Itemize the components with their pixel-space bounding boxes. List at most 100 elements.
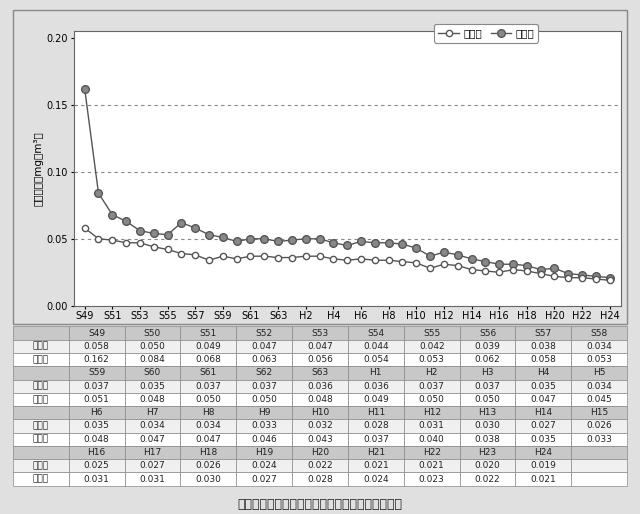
Text: 0.033: 0.033 bbox=[252, 421, 277, 431]
Text: 0.037: 0.037 bbox=[419, 381, 445, 391]
Text: 0.039: 0.039 bbox=[475, 342, 500, 351]
Text: H7: H7 bbox=[146, 408, 159, 417]
Text: 0.050: 0.050 bbox=[475, 395, 500, 404]
Text: H6: H6 bbox=[90, 408, 103, 417]
Text: 0.027: 0.027 bbox=[252, 474, 277, 484]
Text: 0.021: 0.021 bbox=[531, 474, 556, 484]
Text: 一般局: 一般局 bbox=[33, 381, 49, 391]
Text: 0.049: 0.049 bbox=[195, 342, 221, 351]
Text: H11: H11 bbox=[367, 408, 385, 417]
Text: 0.058: 0.058 bbox=[84, 342, 109, 351]
Text: 0.020: 0.020 bbox=[475, 461, 500, 470]
Text: 自排局: 自排局 bbox=[33, 355, 49, 364]
Text: H4: H4 bbox=[537, 369, 550, 377]
Text: 0.035: 0.035 bbox=[531, 435, 556, 444]
Text: 0.036: 0.036 bbox=[363, 381, 388, 391]
Text: H8: H8 bbox=[202, 408, 214, 417]
Text: 一般局: 一般局 bbox=[33, 342, 49, 351]
Text: 0.037: 0.037 bbox=[195, 381, 221, 391]
Text: 0.162: 0.162 bbox=[84, 355, 109, 364]
Text: 一般局: 一般局 bbox=[33, 421, 49, 431]
Text: 0.034: 0.034 bbox=[140, 421, 165, 431]
Text: S54: S54 bbox=[367, 328, 385, 338]
Text: 0.053: 0.053 bbox=[586, 355, 612, 364]
Text: 0.024: 0.024 bbox=[363, 474, 388, 484]
Text: 0.047: 0.047 bbox=[531, 395, 556, 404]
Text: 0.068: 0.068 bbox=[195, 355, 221, 364]
Text: 0.050: 0.050 bbox=[195, 395, 221, 404]
Text: 0.032: 0.032 bbox=[307, 421, 333, 431]
Text: H15: H15 bbox=[590, 408, 609, 417]
Text: 0.027: 0.027 bbox=[531, 421, 556, 431]
Text: 0.051: 0.051 bbox=[84, 395, 109, 404]
Text: 0.047: 0.047 bbox=[140, 435, 165, 444]
Text: 0.036: 0.036 bbox=[307, 381, 333, 391]
Text: 0.021: 0.021 bbox=[419, 461, 445, 470]
Text: 0.024: 0.024 bbox=[252, 461, 277, 470]
Text: 0.048: 0.048 bbox=[307, 395, 333, 404]
Text: H2: H2 bbox=[426, 369, 438, 377]
Text: 0.021: 0.021 bbox=[363, 461, 388, 470]
Legend: 一般局, 自排局: 一般局, 自排局 bbox=[435, 24, 538, 43]
Text: 図２－４　浮遊粒子状物質濃度の年平均値の推移: 図２－４ 浮遊粒子状物質濃度の年平均値の推移 bbox=[237, 498, 403, 511]
Text: 0.050: 0.050 bbox=[252, 395, 277, 404]
Text: 0.047: 0.047 bbox=[195, 435, 221, 444]
Text: S50: S50 bbox=[144, 328, 161, 338]
Text: S60: S60 bbox=[144, 369, 161, 377]
Text: 0.026: 0.026 bbox=[586, 421, 612, 431]
Text: 0.054: 0.054 bbox=[363, 355, 388, 364]
Text: S61: S61 bbox=[200, 369, 217, 377]
Text: H18: H18 bbox=[199, 448, 218, 457]
Text: 0.058: 0.058 bbox=[531, 355, 556, 364]
Text: S53: S53 bbox=[312, 328, 328, 338]
Y-axis label: 年平均値（mg／m³）: 年平均値（mg／m³） bbox=[34, 131, 44, 206]
Text: 自排局: 自排局 bbox=[33, 435, 49, 444]
Text: H9: H9 bbox=[258, 408, 270, 417]
Text: S59: S59 bbox=[88, 369, 105, 377]
Text: 0.037: 0.037 bbox=[475, 381, 500, 391]
Text: H10: H10 bbox=[311, 408, 329, 417]
Text: 0.049: 0.049 bbox=[363, 395, 388, 404]
Text: 0.030: 0.030 bbox=[195, 474, 221, 484]
Text: H5: H5 bbox=[593, 369, 605, 377]
Text: 0.050: 0.050 bbox=[140, 342, 165, 351]
Text: 0.035: 0.035 bbox=[84, 421, 109, 431]
Text: 0.038: 0.038 bbox=[531, 342, 556, 351]
Text: 0.031: 0.031 bbox=[140, 474, 165, 484]
Text: 0.063: 0.063 bbox=[252, 355, 277, 364]
Text: 0.035: 0.035 bbox=[140, 381, 165, 391]
Text: 0.022: 0.022 bbox=[475, 474, 500, 484]
Text: 0.027: 0.027 bbox=[140, 461, 165, 470]
Text: H21: H21 bbox=[367, 448, 385, 457]
Text: 自排局: 自排局 bbox=[33, 395, 49, 404]
Text: 0.028: 0.028 bbox=[307, 474, 333, 484]
Text: 0.047: 0.047 bbox=[307, 342, 333, 351]
Text: 0.043: 0.043 bbox=[307, 435, 333, 444]
Text: 0.022: 0.022 bbox=[307, 461, 333, 470]
Text: 0.084: 0.084 bbox=[140, 355, 165, 364]
Text: H24: H24 bbox=[534, 448, 552, 457]
Text: 0.028: 0.028 bbox=[363, 421, 388, 431]
Text: S51: S51 bbox=[200, 328, 217, 338]
Text: 0.050: 0.050 bbox=[419, 395, 445, 404]
Text: S58: S58 bbox=[591, 328, 608, 338]
Text: 0.046: 0.046 bbox=[252, 435, 277, 444]
Text: 0.040: 0.040 bbox=[419, 435, 445, 444]
Text: S56: S56 bbox=[479, 328, 496, 338]
Text: H1: H1 bbox=[370, 369, 382, 377]
Text: 0.031: 0.031 bbox=[84, 474, 109, 484]
Text: 0.037: 0.037 bbox=[84, 381, 109, 391]
Text: 0.034: 0.034 bbox=[586, 342, 612, 351]
Text: 0.035: 0.035 bbox=[531, 381, 556, 391]
Text: 0.025: 0.025 bbox=[84, 461, 109, 470]
Text: 0.026: 0.026 bbox=[195, 461, 221, 470]
Text: H3: H3 bbox=[481, 369, 494, 377]
Text: 0.042: 0.042 bbox=[419, 342, 445, 351]
Text: 0.047: 0.047 bbox=[252, 342, 277, 351]
Text: H23: H23 bbox=[479, 448, 497, 457]
Text: 0.037: 0.037 bbox=[363, 435, 388, 444]
Text: 0.034: 0.034 bbox=[195, 421, 221, 431]
Text: H16: H16 bbox=[88, 448, 106, 457]
Text: S55: S55 bbox=[423, 328, 440, 338]
Text: H14: H14 bbox=[534, 408, 552, 417]
